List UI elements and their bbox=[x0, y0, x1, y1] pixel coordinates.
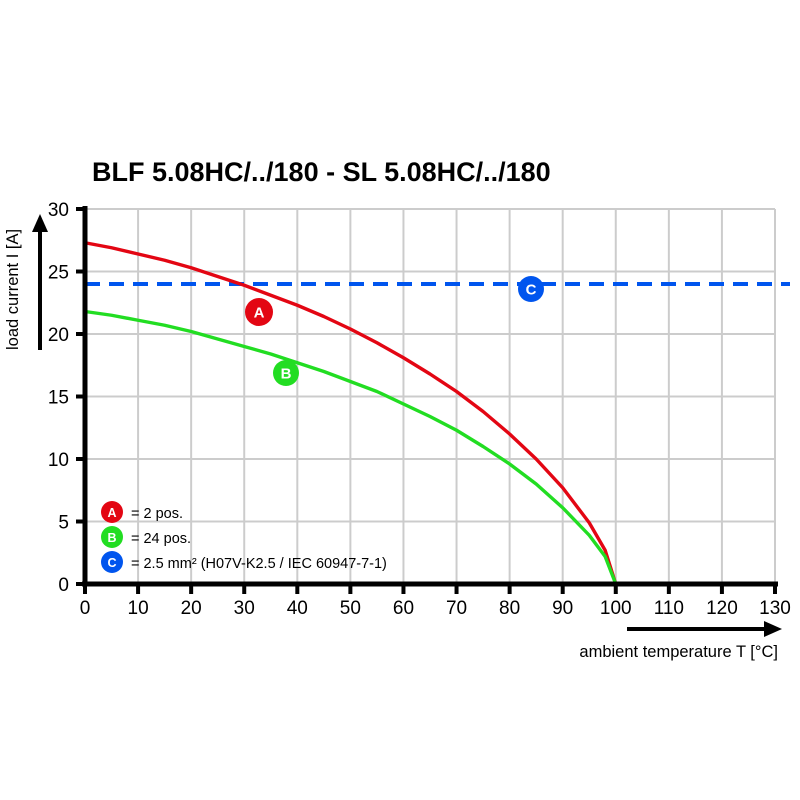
marker-b[interactable]: B bbox=[273, 360, 299, 386]
x-tick-0: 0 bbox=[80, 598, 91, 619]
x-tick-60: 60 bbox=[393, 598, 414, 619]
marker-c[interactable]: C bbox=[518, 276, 544, 302]
y-tick-30: 30 bbox=[48, 200, 69, 221]
legend-item-c[interactable]: C = 2.5 mm² (H07V-K2.5 / IEC 60947-7-1) bbox=[101, 551, 387, 573]
series-b-curve bbox=[83, 309, 618, 586]
x-tick-110: 110 bbox=[654, 598, 684, 619]
x-tick-50: 50 bbox=[340, 598, 361, 619]
legend-label-a: = 2 pos. bbox=[131, 506, 183, 522]
chart-legend: A = 2 pos. B = 24 pos. C = 2.5 mm² (H07V… bbox=[101, 501, 387, 573]
x-axis bbox=[82, 581, 778, 594]
legend-marker-a-icon bbox=[101, 501, 123, 523]
x-tick-90: 90 bbox=[552, 598, 573, 619]
legend-marker-c-letter: C bbox=[107, 556, 116, 570]
y-tick-20: 20 bbox=[48, 325, 69, 346]
y-tick-labels: 0 5 10 15 20 25 30 bbox=[48, 200, 69, 596]
y-axis-arrow-icon bbox=[32, 214, 48, 350]
x-tick-30: 30 bbox=[234, 598, 255, 619]
legend-label-b: = 24 pos. bbox=[131, 531, 191, 547]
x-axis-title: ambient temperature T [°C] bbox=[579, 643, 778, 661]
x-tick-10: 10 bbox=[128, 598, 149, 619]
marker-c-label: C bbox=[526, 282, 537, 299]
x-axis-arrow-icon bbox=[627, 621, 782, 637]
page-title: BLF 5.08HC/../180 - SL 5.08HC/../180 bbox=[92, 157, 551, 187]
x-tick-130: 130 bbox=[759, 598, 791, 619]
legend-label-c: = 2.5 mm² (H07V-K2.5 / IEC 60947-7-1) bbox=[131, 556, 387, 572]
y-tick-5: 5 bbox=[58, 513, 69, 534]
y-tick-25: 25 bbox=[48, 263, 69, 284]
x-tick-70: 70 bbox=[446, 598, 467, 619]
x-tick-20: 20 bbox=[181, 598, 202, 619]
y-axis bbox=[76, 206, 88, 586]
series-a-curve bbox=[83, 241, 618, 586]
legend-marker-b-letter: B bbox=[107, 531, 116, 545]
x-tick-40: 40 bbox=[287, 598, 308, 619]
marker-b-label: B bbox=[281, 366, 292, 383]
y-tick-0: 0 bbox=[58, 575, 69, 596]
y-tick-15: 15 bbox=[48, 388, 69, 409]
legend-marker-b-icon bbox=[101, 526, 123, 548]
y-tick-10: 10 bbox=[48, 450, 69, 471]
x-tick-labels: 0 10 20 30 40 50 60 70 80 90 100 110 120… bbox=[80, 598, 791, 619]
y-axis-title: load current I [A] bbox=[4, 229, 22, 350]
x-tick-80: 80 bbox=[499, 598, 520, 619]
x-tick-100: 100 bbox=[600, 598, 632, 619]
legend-item-a[interactable]: A = 2 pos. bbox=[101, 501, 183, 523]
marker-a-label: A bbox=[254, 305, 265, 322]
legend-marker-c-icon bbox=[101, 551, 123, 573]
legend-item-b[interactable]: B = 24 pos. bbox=[101, 526, 191, 548]
x-tick-120: 120 bbox=[706, 598, 738, 619]
legend-marker-a-letter: A bbox=[107, 506, 116, 520]
marker-a[interactable]: A bbox=[245, 298, 273, 326]
